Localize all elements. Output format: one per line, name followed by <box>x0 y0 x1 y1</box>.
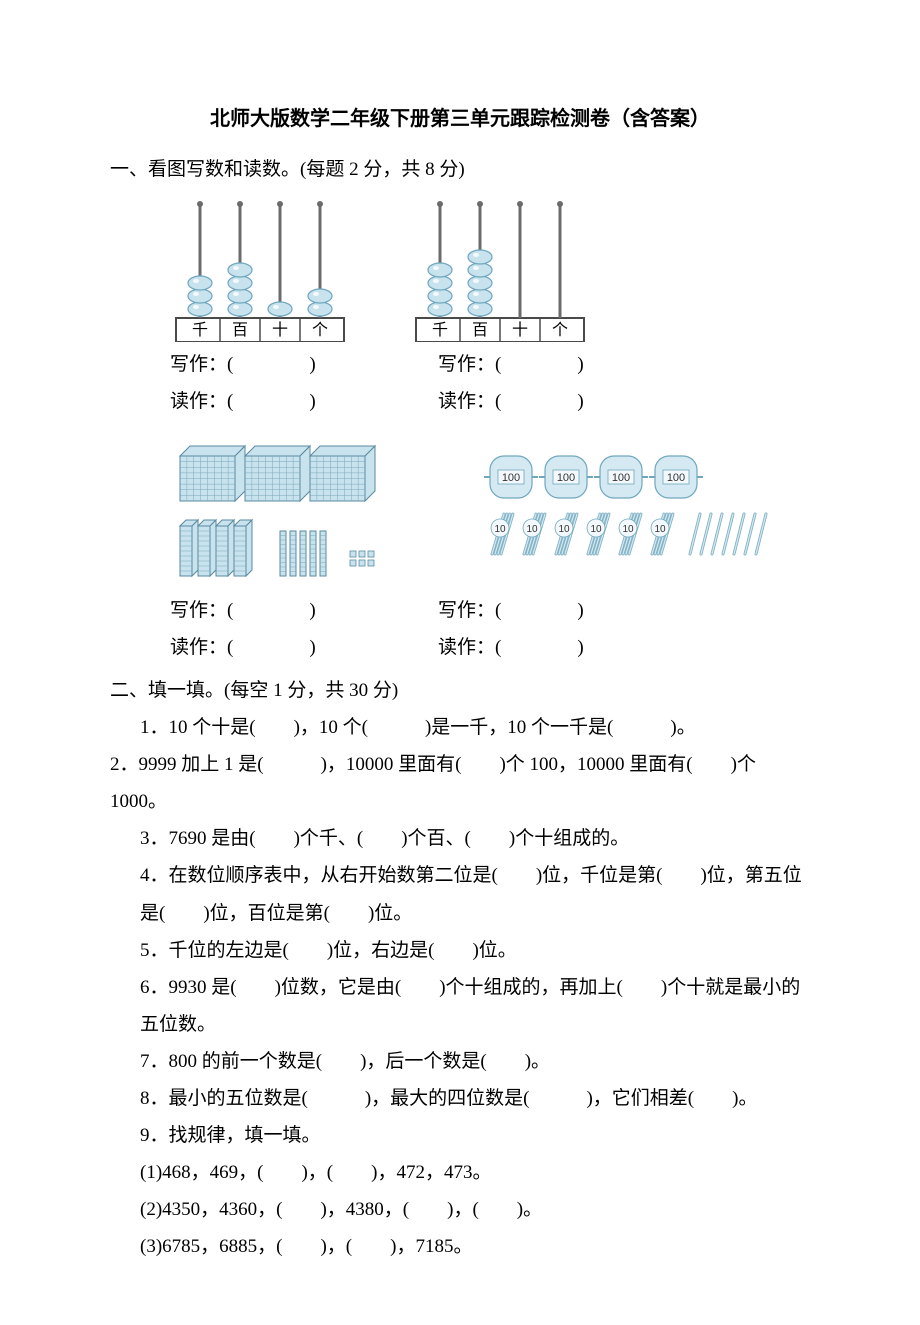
svg-text:100: 100 <box>612 472 630 484</box>
svg-text:10: 10 <box>622 524 634 535</box>
abacus-2-write: 写作：( ) <box>438 346 678 383</box>
blocks-bundles-row: 100 100 100 100 10 10 10 10 10 10 <box>110 436 810 586</box>
blocks-read-row: 读作：( ) 读作：( ) <box>110 629 810 666</box>
page-title: 北师大版数学二年级下册第三单元跟踪检测卷（含答案） <box>110 100 810 139</box>
abacus-row: 千百十个 千百十个 <box>110 192 810 342</box>
bundles-svg: 100 100 100 100 10 10 10 10 10 10 <box>480 446 780 586</box>
svg-text:100: 100 <box>502 472 520 484</box>
q9-1: (1)468，469，( )，( )，472，473。 <box>140 1154 810 1191</box>
svg-text:个: 个 <box>312 321 328 339</box>
abacus-write-row: 写作：( ) 写作：( ) <box>110 346 810 383</box>
bundles-read: 读作：( ) <box>438 629 678 666</box>
blocks-figure <box>170 436 430 586</box>
abacus-1: 千百十个 <box>170 192 350 342</box>
q3: 3．7690 是由( )个千、( )个百、( )个十组成的。 <box>140 820 810 857</box>
abacus-2: 千百十个 <box>410 192 590 342</box>
svg-text:千: 千 <box>192 321 208 339</box>
svg-text:10: 10 <box>526 524 538 535</box>
svg-text:百: 百 <box>472 322 488 339</box>
q4: 4．在数位顺序表中，从右开始数第二位是( )位，千位是第( )位，第五位是( )… <box>140 857 810 931</box>
q9-3: (3)6785，6885，( )，( )，7185。 <box>140 1228 810 1265</box>
q4-text: 4．在数位顺序表中，从右开始数第二位是( )位，千位是第( )位，第五位是( )… <box>140 865 802 923</box>
svg-text:个: 个 <box>552 321 568 339</box>
svg-text:十: 十 <box>512 321 528 339</box>
bundles-write: 写作：( ) <box>438 592 678 629</box>
section-2-heading: 二、填一填。(每空 1 分，共 30 分) <box>110 672 810 709</box>
q5: 5．千位的左边是( )位，右边是( )位。 <box>140 932 810 969</box>
abacus-2-svg: 千百十个 <box>410 192 590 342</box>
abacus-1-read: 读作：( ) <box>170 383 410 420</box>
svg-text:10: 10 <box>654 524 666 535</box>
section-2-body: 1．10 个十是( )，10 个( )是一千，10 个一千是( )。 2．999… <box>110 709 810 1265</box>
bundles-figure: 100 100 100 100 10 10 10 10 10 10 <box>480 446 780 586</box>
q6: 6．9930 是( )位数，它是由( )个十组成的，再加上( )个十就是最小的五… <box>140 969 810 1043</box>
q9-2: (2)4350，4360，( )，4380，( )，( )。 <box>140 1191 810 1228</box>
svg-text:100: 100 <box>667 472 685 484</box>
q9: 9．找规律，填一填。 <box>140 1117 810 1154</box>
svg-text:十: 十 <box>272 321 288 339</box>
blocks-read: 读作：( ) <box>170 629 410 666</box>
svg-text:10: 10 <box>494 524 506 535</box>
svg-text:10: 10 <box>590 524 602 535</box>
svg-text:100: 100 <box>557 472 575 484</box>
blocks-write: 写作：( ) <box>170 592 410 629</box>
q6-text: 6．9930 是( )位数，它是由( )个十组成的，再加上( )个十就是最小的五… <box>140 977 800 1035</box>
page: 北师大版数学二年级下册第三单元跟踪检测卷（含答案） 一、看图写数和读数。(每题 … <box>0 0 920 1325</box>
blocks-svg <box>170 436 430 586</box>
q2: 2．9999 加上 1 是( )，10000 里面有( )个 100，10000… <box>110 746 810 820</box>
svg-text:百: 百 <box>232 322 248 339</box>
abacus-read-row: 读作：( ) 读作：( ) <box>110 383 810 420</box>
svg-text:千: 千 <box>432 321 448 339</box>
abacus-1-svg: 千百十个 <box>170 192 350 342</box>
q1: 1．10 个十是( )，10 个( )是一千，10 个一千是( )。 <box>140 709 810 746</box>
q7: 7．800 的前一个数是( )，后一个数是( )。 <box>140 1043 810 1080</box>
abacus-1-write: 写作：( ) <box>170 346 410 383</box>
blocks-write-row: 写作：( ) 写作：( ) <box>110 592 810 629</box>
svg-text:10: 10 <box>558 524 570 535</box>
abacus-2-read: 读作：( ) <box>438 383 678 420</box>
section-1-heading: 一、看图写数和读数。(每题 2 分，共 8 分) <box>110 151 810 188</box>
q8: 8．最小的五位数是( )，最大的四位数是( )，它们相差( )。 <box>140 1080 810 1117</box>
